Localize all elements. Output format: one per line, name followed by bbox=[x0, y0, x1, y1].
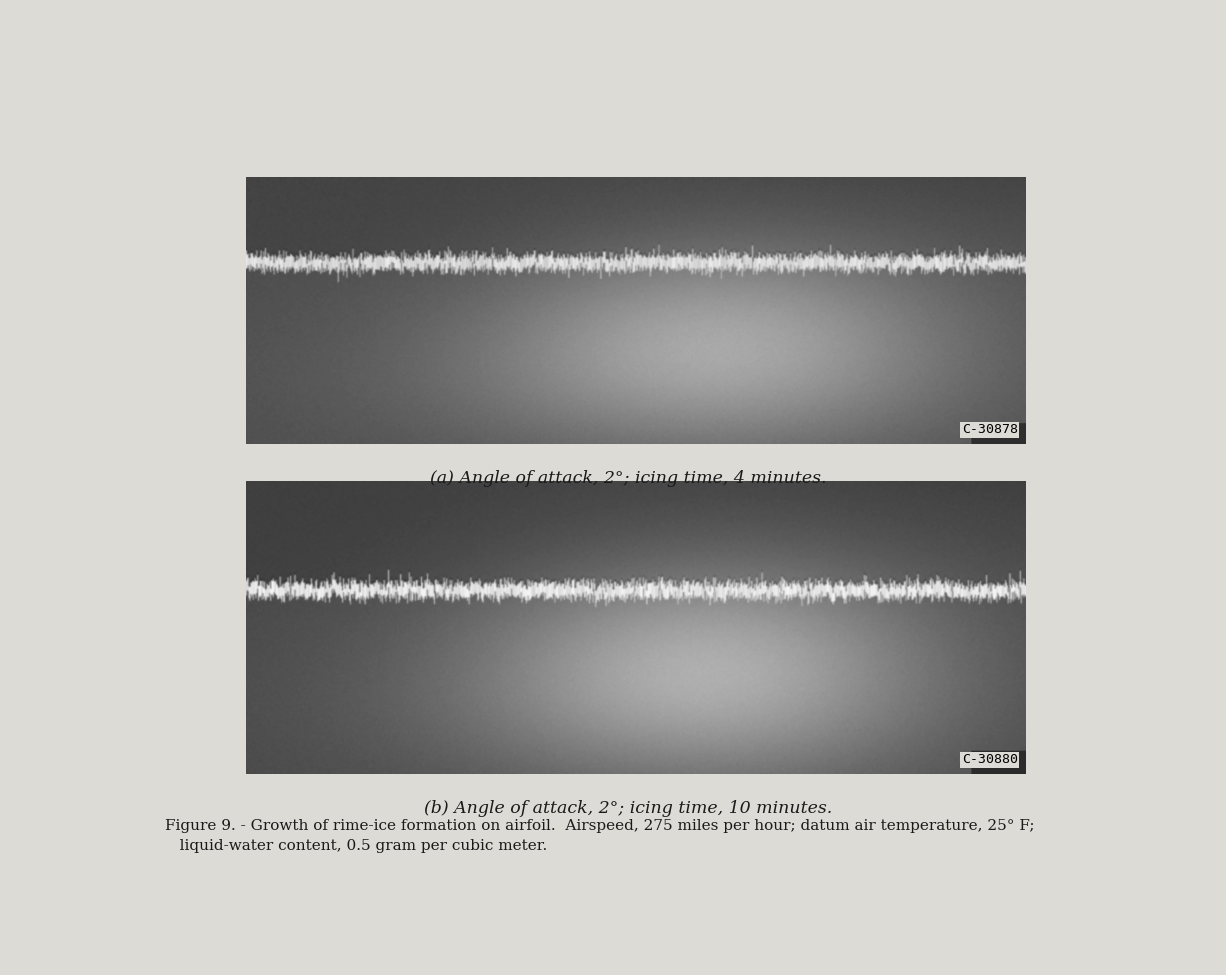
Bar bbox=[246, 177, 1025, 444]
Text: C-30878: C-30878 bbox=[962, 423, 1018, 436]
Text: (a) Angle of attack, 2°; icing time, 4 minutes.: (a) Angle of attack, 2°; icing time, 4 m… bbox=[430, 470, 826, 487]
Text: Figure 9. - Growth of rime-ice formation on airfoil.  Airspeed, 275 miles per ho: Figure 9. - Growth of rime-ice formation… bbox=[164, 819, 1035, 833]
Text: (b) Angle of attack, 2°; icing time, 10 minutes.: (b) Angle of attack, 2°; icing time, 10 … bbox=[424, 800, 832, 817]
Text: liquid-water content, 0.5 gram per cubic meter.: liquid-water content, 0.5 gram per cubic… bbox=[164, 839, 547, 853]
Bar bbox=[246, 481, 1025, 774]
Text: C-30880: C-30880 bbox=[962, 754, 1018, 766]
